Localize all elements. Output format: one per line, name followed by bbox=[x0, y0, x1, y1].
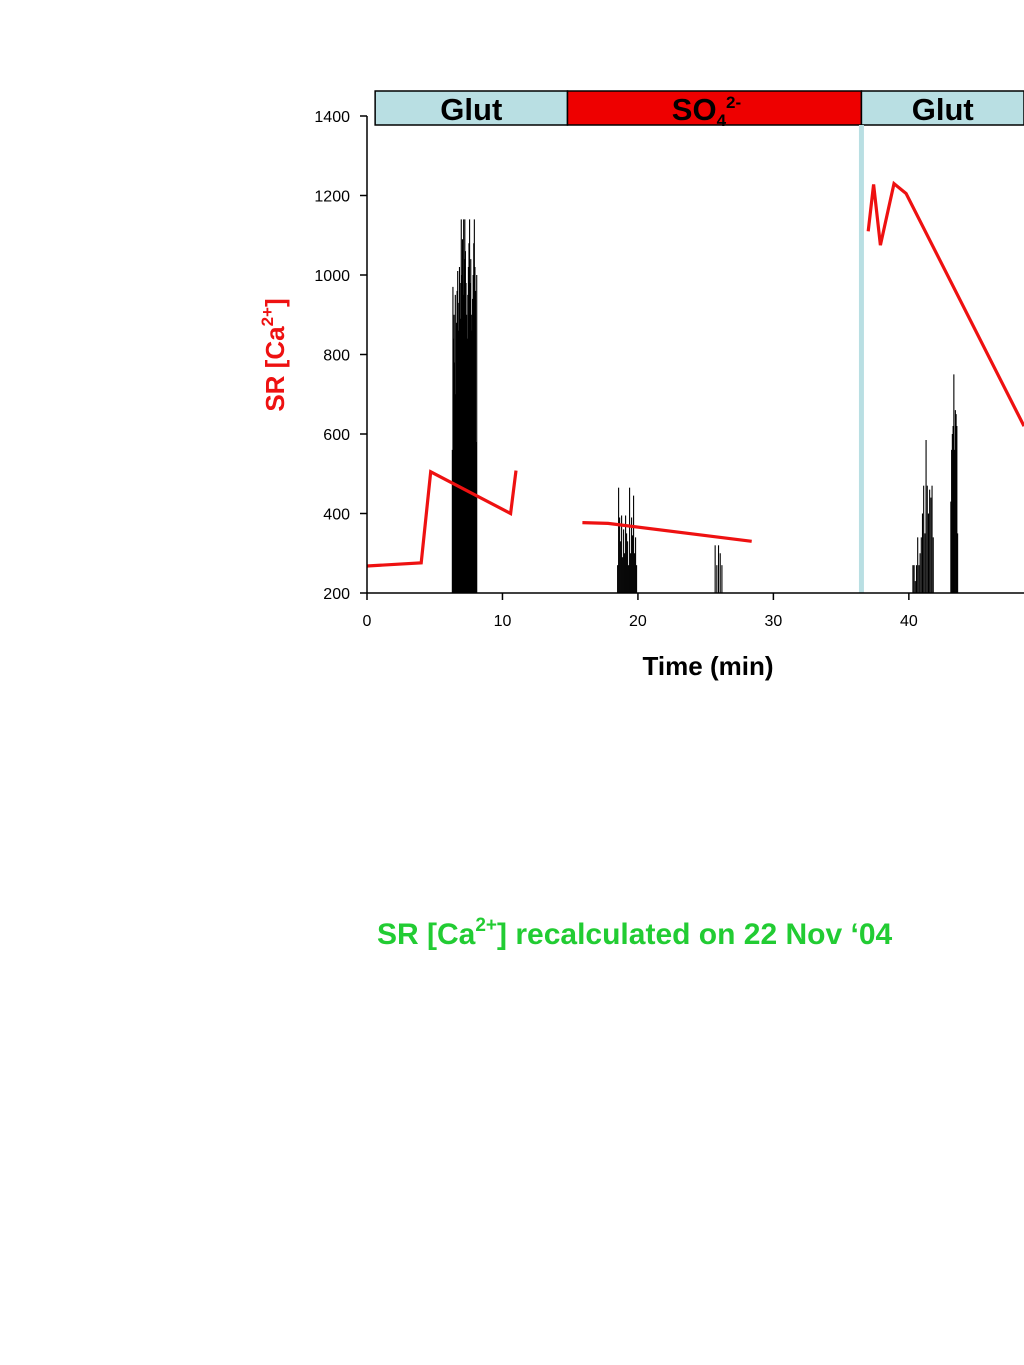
band-2 bbox=[860, 90, 1024, 126]
series-segment-0-0 bbox=[366, 469, 518, 568]
y-tick-label-1000: 1000 bbox=[314, 268, 350, 285]
event-spikes bbox=[451, 219, 959, 593]
condition-bands: Glut SO42- Glut bbox=[374, 90, 1024, 130]
y-axis-title-main: SR [Ca bbox=[260, 326, 290, 412]
note-suffix: ] recalculated on 22 Nov ‘04 bbox=[497, 918, 893, 951]
band-1 bbox=[566, 90, 863, 126]
x-tick-label-10: 10 bbox=[494, 613, 512, 630]
x-tick-label-20: 20 bbox=[629, 613, 647, 630]
band-label-0: Glut bbox=[440, 92, 502, 127]
y-axis-title-sup: 2+ bbox=[258, 307, 277, 326]
x-tick-label-30: 30 bbox=[764, 613, 782, 630]
y-tick-label-200: 200 bbox=[323, 586, 350, 603]
band-label-1-sup: 2- bbox=[726, 93, 741, 112]
band-label-1-sub: 4 bbox=[717, 111, 727, 130]
band-0 bbox=[374, 90, 569, 126]
y-tick-label-1200: 1200 bbox=[314, 189, 350, 206]
note-sup: 2+ bbox=[475, 915, 498, 936]
x-tick-label-40: 40 bbox=[900, 613, 918, 630]
sr-calcium-series bbox=[366, 180, 1024, 568]
band-label-2-main: Glut bbox=[912, 92, 974, 127]
band-label-1: SO42- bbox=[672, 92, 741, 130]
band-label-2: Glut bbox=[912, 92, 974, 127]
recalculation-note: SR [Ca2+] recalculated on 22 Nov ‘04 bbox=[377, 915, 893, 952]
axes: 200 400 600 800 1000 1200 1400 0 10 20 30 40 bbox=[314, 109, 1024, 630]
y-tick-label-1400: 1400 bbox=[314, 109, 350, 126]
y-tick-label-400: 400 bbox=[323, 507, 350, 524]
x-tick-label-0: 0 bbox=[363, 613, 372, 630]
series-segment-0-1 bbox=[582, 521, 752, 543]
y-tick-label-600: 600 bbox=[323, 427, 350, 444]
note-prefix: SR [Ca bbox=[377, 918, 476, 951]
y-tick-label-800: 800 bbox=[323, 348, 350, 365]
y-axis-title: SR [Ca2+] bbox=[258, 298, 290, 411]
band-label-1-main: SO bbox=[672, 92, 717, 127]
band-label-0-main: Glut bbox=[440, 92, 502, 127]
y-axis-title-close: ] bbox=[260, 298, 290, 307]
series-segment-0-2 bbox=[866, 180, 1024, 427]
x-axis-title: Time (min) bbox=[643, 651, 774, 681]
